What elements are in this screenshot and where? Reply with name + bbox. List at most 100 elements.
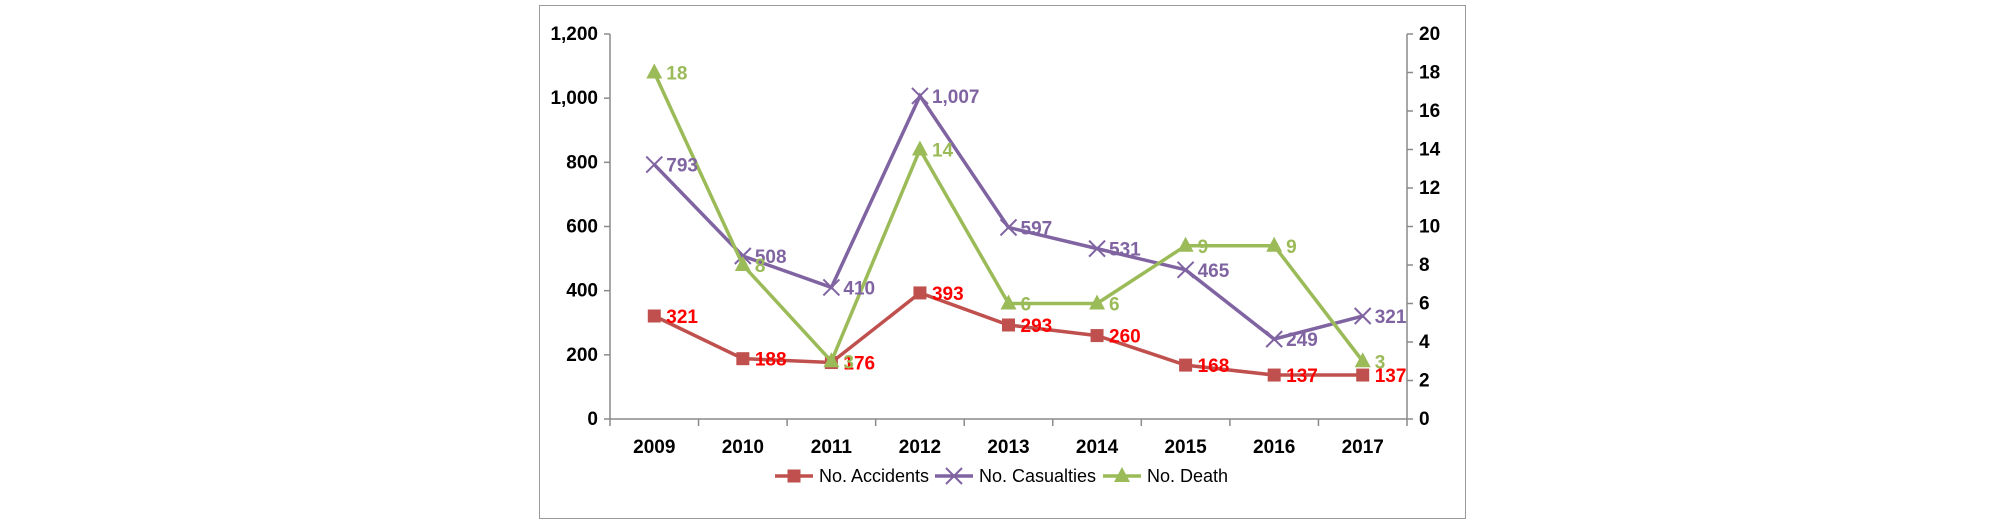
y-left-tick-label: 200 <box>566 345 598 366</box>
x-tick-label: 2010 <box>722 437 764 458</box>
line-chart: 0 200 400 600 800 1,000 1,200 0 2 4 6 8 10 12 14 16 18 20… <box>550 24 1440 486</box>
legend-label: No. Death <box>1147 466 1228 486</box>
data-label: 293 <box>1021 316 1053 337</box>
data-label: 531 <box>1109 240 1141 261</box>
point-marker-triangle <box>823 352 840 368</box>
y-right-tick-label: 6 <box>1419 294 1430 315</box>
y-left-tick-label: 600 <box>566 217 598 238</box>
y-right-tick-label: 10 <box>1419 217 1440 238</box>
legend: No. Accidents No. Casualties No. Death <box>775 466 1228 486</box>
point-marker-triangle <box>1000 294 1017 310</box>
data-label: 465 <box>1198 261 1230 282</box>
marker-x-stroke <box>1354 307 1372 325</box>
legend-label: No. Casualties <box>979 466 1096 486</box>
y-right-tick-label: 16 <box>1419 101 1440 122</box>
x-tick-label: 2011 <box>811 437 853 458</box>
point-marker-x <box>1088 239 1106 258</box>
data-label: 176 <box>843 354 875 375</box>
data-label: 6 <box>1109 295 1120 316</box>
data-label: 9 <box>1286 237 1297 258</box>
y-left-tick-label: 0 <box>587 409 598 430</box>
y-right-tick-label: 4 <box>1419 332 1430 353</box>
data-label: 188 <box>755 350 787 371</box>
axes: 0 200 400 600 800 1,000 1,200 0 2 4 6 8 10 12 14 16 18 20… <box>550 24 1440 458</box>
data-label: 9 <box>1198 237 1209 258</box>
marker-x-stroke <box>1176 261 1195 279</box>
series-no-death <box>646 63 1371 368</box>
data-label: 3 <box>1375 352 1386 373</box>
legend-label: No. Accidents <box>819 466 929 486</box>
data-label: 8 <box>755 256 766 277</box>
point-marker-triangle <box>1089 294 1106 310</box>
point-marker-x <box>911 87 929 105</box>
y-right-tick-label: 8 <box>1419 255 1430 276</box>
point-marker-square <box>736 352 750 366</box>
legend-item: No. Death <box>1103 466 1228 486</box>
x-tick-label: 2017 <box>1342 437 1384 458</box>
point-marker-x <box>1176 261 1195 279</box>
data-label: 249 <box>1286 330 1318 351</box>
marker-x-stroke <box>999 218 1018 237</box>
point-marker-x <box>822 278 841 297</box>
data-label: 597 <box>1021 218 1053 239</box>
marker-x-stroke <box>645 155 663 174</box>
series-layer <box>645 63 1372 382</box>
point-marker-triangle <box>1177 236 1194 252</box>
data-label: 508 <box>755 247 787 268</box>
x-tick-label: 2014 <box>1076 437 1119 458</box>
data-label: 321 <box>1375 307 1407 328</box>
data-label: 1,007 <box>932 87 980 108</box>
series-no-accidents <box>647 286 1370 382</box>
point-marker-x <box>1354 307 1372 325</box>
data-label: 393 <box>932 284 964 305</box>
marker-x-stroke <box>1088 239 1106 258</box>
marker-x-stroke <box>911 87 929 105</box>
data-label: 168 <box>1198 356 1230 377</box>
x-tick-label: 2013 <box>987 437 1029 458</box>
y-right-tick-label: 18 <box>1419 63 1440 84</box>
point-marker-square <box>787 469 801 483</box>
point-marker-triangle <box>646 63 663 79</box>
point-marker-x <box>945 467 963 485</box>
point-marker-square <box>1002 318 1015 332</box>
point-marker-x <box>1265 330 1283 348</box>
data-label: 137 <box>1286 366 1318 387</box>
data-label: 260 <box>1109 327 1141 348</box>
y-right-tick-label: 2 <box>1419 371 1430 392</box>
point-marker-triangle <box>911 140 928 156</box>
marker-x-stroke <box>822 278 841 297</box>
y-left-tick-label: 1,000 <box>550 88 598 109</box>
point-marker-triangle <box>1114 467 1130 482</box>
series-line <box>652 71 1365 365</box>
marker-x-stroke <box>1265 330 1283 348</box>
data-label: 137 <box>1375 366 1407 387</box>
marker-x-stroke <box>945 467 963 485</box>
legend-item: No. Accidents <box>775 466 929 486</box>
point-marker-square <box>1090 329 1104 343</box>
data-label: 3 <box>843 352 854 373</box>
y-left-tick-label: 400 <box>566 281 598 302</box>
y-left-tick-label: 1,200 <box>550 24 598 45</box>
chart-frame: 0 200 400 600 800 1,000 1,200 0 2 4 6 8 10 12 14 16 18 20… <box>539 5 1466 519</box>
x-tick-label: 2015 <box>1164 437 1207 458</box>
data-label: 321 <box>666 307 698 328</box>
y-right-tick-label: 20 <box>1419 24 1440 45</box>
point-marker-triangle <box>1266 236 1283 252</box>
point-marker-square <box>1179 358 1193 372</box>
point-marker-square <box>1267 368 1281 382</box>
data-label: 6 <box>1021 295 1032 316</box>
legend-item: No. Casualties <box>935 466 1096 486</box>
data-label: 410 <box>843 278 875 299</box>
y-right-tick-label: 12 <box>1419 178 1440 199</box>
point-marker-x <box>645 155 663 174</box>
point-marker-x <box>999 218 1018 237</box>
point-marker-triangle <box>734 256 751 271</box>
data-label: 14 <box>932 141 954 162</box>
point-marker-square <box>1356 368 1370 382</box>
point-marker-triangle <box>1354 352 1371 368</box>
point-marker-square <box>913 286 927 300</box>
y-right-tick-label: 14 <box>1419 140 1441 161</box>
point-marker-square <box>647 309 661 323</box>
data-label: 18 <box>666 64 687 85</box>
